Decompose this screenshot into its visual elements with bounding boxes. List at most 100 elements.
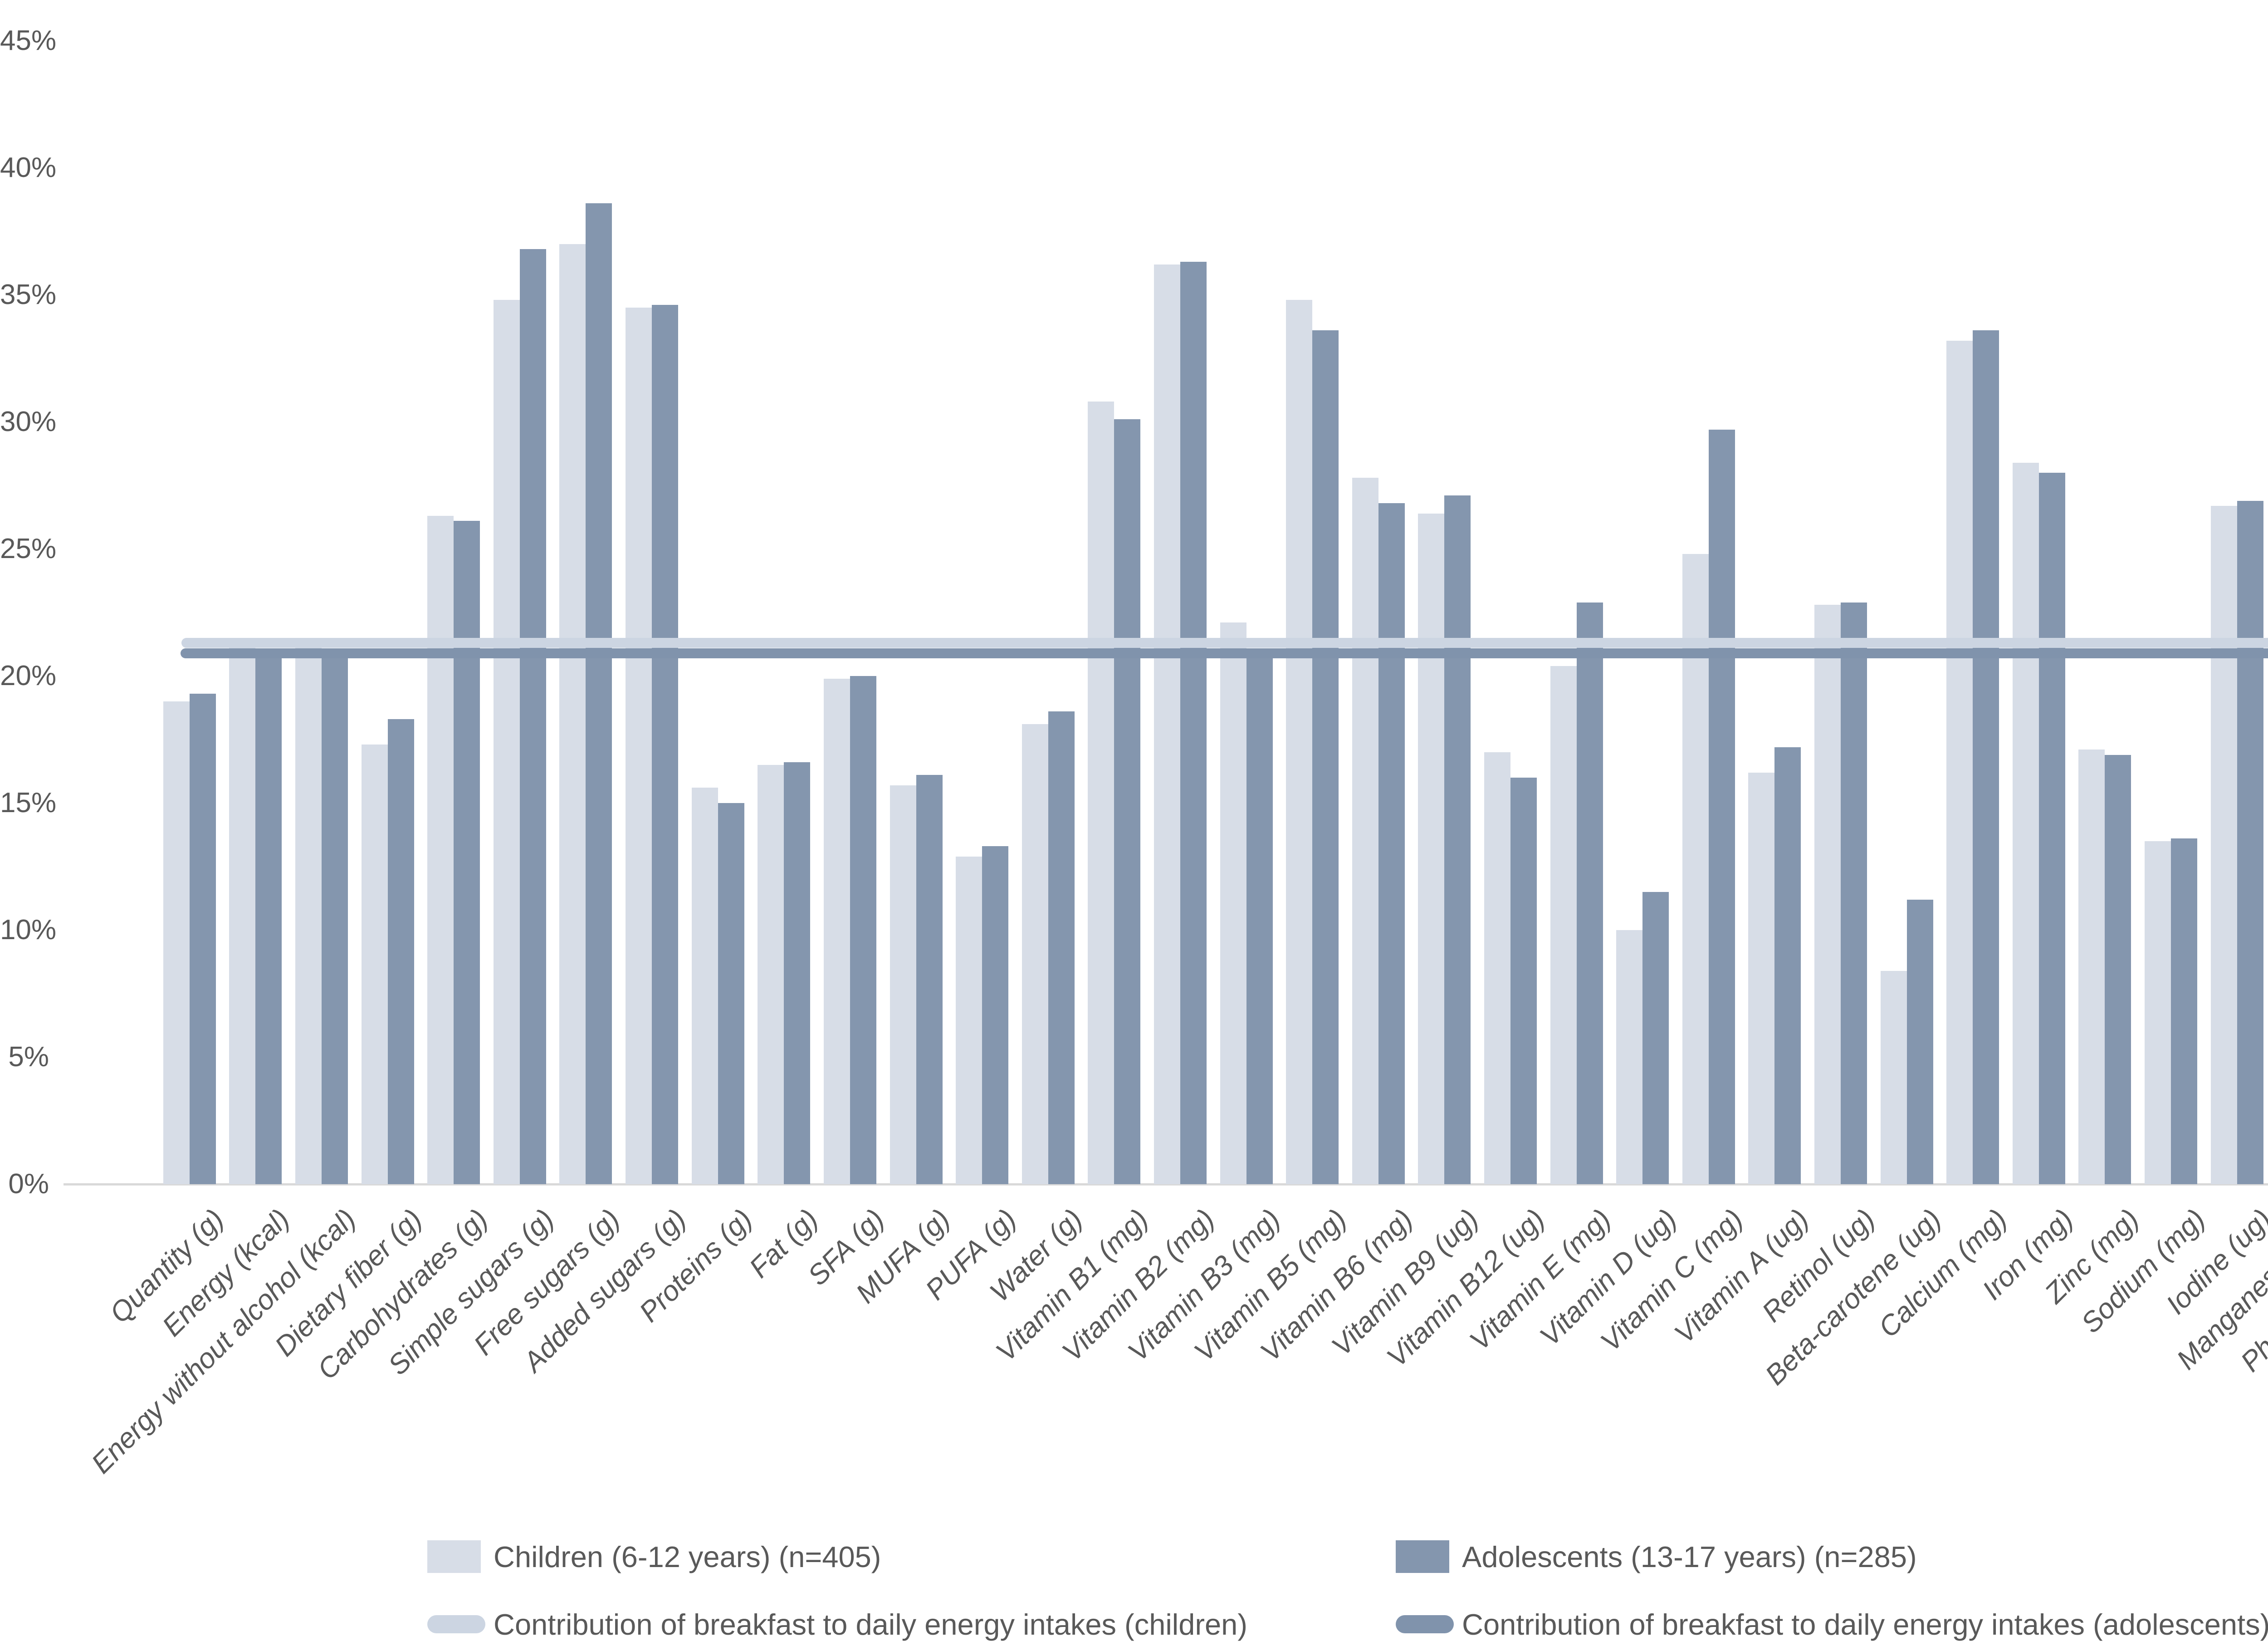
bar-cluster — [156, 41, 223, 1184]
bar-cluster — [1477, 41, 1544, 1184]
bar — [1774, 747, 1801, 1184]
bar-cluster — [883, 41, 949, 1184]
bar-cluster — [1412, 41, 1478, 1184]
bar-cluster — [553, 41, 619, 1184]
legend-label-adolescents-bars: Adolescents (13-17 years) (n=285) — [1462, 1540, 1917, 1573]
bar-cluster — [1345, 41, 1412, 1184]
bar — [1906, 899, 1933, 1184]
bar-cluster — [288, 41, 355, 1184]
y-tick-label: 20% — [0, 660, 57, 691]
bar — [1378, 503, 1405, 1184]
bar — [2237, 500, 2263, 1184]
bar — [2012, 462, 2039, 1184]
bar — [1484, 752, 1510, 1184]
bar — [1418, 513, 1445, 1184]
bar — [163, 701, 190, 1184]
bar-cluster — [2204, 41, 2268, 1184]
bar — [1814, 605, 1841, 1184]
y-tick-label: 45% — [0, 25, 57, 56]
bar — [758, 765, 784, 1184]
bar — [2038, 473, 2065, 1184]
bar-cluster — [817, 41, 883, 1184]
bar-cluster — [1874, 41, 1940, 1184]
y-tick-label: 10% — [0, 914, 57, 945]
bar-cluster — [1742, 41, 1808, 1184]
bar — [295, 643, 322, 1184]
reference-line — [181, 648, 2268, 658]
bar — [1312, 330, 1339, 1184]
legend-label-adolescents-line: Contribution of breakfast to daily energ… — [1462, 1607, 2268, 1641]
bar — [1616, 930, 1643, 1184]
bar — [718, 803, 744, 1184]
y-tick-label: 0% — [8, 1168, 49, 1200]
bar — [1841, 602, 1867, 1184]
bar — [586, 203, 612, 1184]
y-tick-label: 15% — [0, 787, 57, 818]
bar-cluster — [1081, 41, 1148, 1184]
bar — [784, 762, 811, 1184]
bar — [559, 244, 586, 1184]
bar — [1286, 300, 1313, 1184]
plot-area — [156, 41, 2268, 1184]
bar — [691, 788, 718, 1184]
bar — [229, 643, 256, 1184]
bar — [1022, 724, 1048, 1184]
bar-cluster — [949, 41, 1015, 1184]
bar — [850, 676, 876, 1184]
legend-item-children-bars: Children (6-12 years) (n=405) — [427, 1535, 881, 1578]
bar-cluster — [420, 41, 487, 1184]
bar-cluster — [355, 41, 421, 1184]
bar — [1880, 970, 1907, 1184]
bar — [626, 308, 652, 1184]
bar — [1220, 622, 1246, 1184]
bar — [916, 775, 943, 1184]
bar — [493, 300, 520, 1184]
bar — [322, 651, 348, 1184]
bar — [1748, 772, 1775, 1184]
bar-cluster — [1940, 41, 2006, 1184]
bar — [1114, 419, 1141, 1184]
bar-cluster — [1808, 41, 1874, 1184]
bar — [519, 249, 546, 1184]
bar-cluster — [1213, 41, 1280, 1184]
bar — [1048, 711, 1075, 1184]
bar — [1088, 402, 1114, 1184]
bar — [890, 785, 916, 1184]
bar-cluster — [1279, 41, 1345, 1184]
bar — [2078, 750, 2105, 1184]
bar-cluster — [2138, 41, 2204, 1184]
bar — [823, 678, 850, 1184]
bar — [1973, 330, 1999, 1184]
bar-cluster — [685, 41, 751, 1184]
bar — [1444, 495, 1471, 1184]
bar-cluster — [2006, 41, 2072, 1184]
bar — [2145, 841, 2171, 1184]
bar-cluster — [1147, 41, 1213, 1184]
bar — [1154, 264, 1180, 1184]
bar — [1510, 778, 1537, 1184]
y-tick-label: 5% — [8, 1041, 49, 1073]
bar-cluster — [1676, 41, 1742, 1184]
bar — [2171, 838, 2198, 1184]
bar — [2210, 505, 2237, 1184]
bar — [1246, 651, 1273, 1184]
bar — [1682, 554, 1709, 1184]
bar — [2105, 754, 2131, 1184]
bar-cluster — [2072, 41, 2138, 1184]
bar-cluster — [223, 41, 289, 1184]
bar — [361, 745, 388, 1184]
bar-cluster — [1015, 41, 1081, 1184]
bar — [427, 516, 454, 1184]
y-tick-label: 25% — [0, 533, 57, 564]
bar-cluster — [1544, 41, 1610, 1184]
y-tick-label: 40% — [0, 152, 57, 183]
bar — [1708, 429, 1735, 1184]
reference-line — [181, 638, 2268, 648]
bar-cluster — [487, 41, 553, 1184]
x-axis-line — [64, 1183, 2268, 1186]
legend-item-children-line: Contribution of breakfast to daily energ… — [427, 1602, 1247, 1646]
bar — [956, 856, 982, 1184]
legend-item-adolescents-bars: Adolescents (13-17 years) (n=285) — [1396, 1535, 1917, 1578]
bar — [1946, 340, 1973, 1184]
